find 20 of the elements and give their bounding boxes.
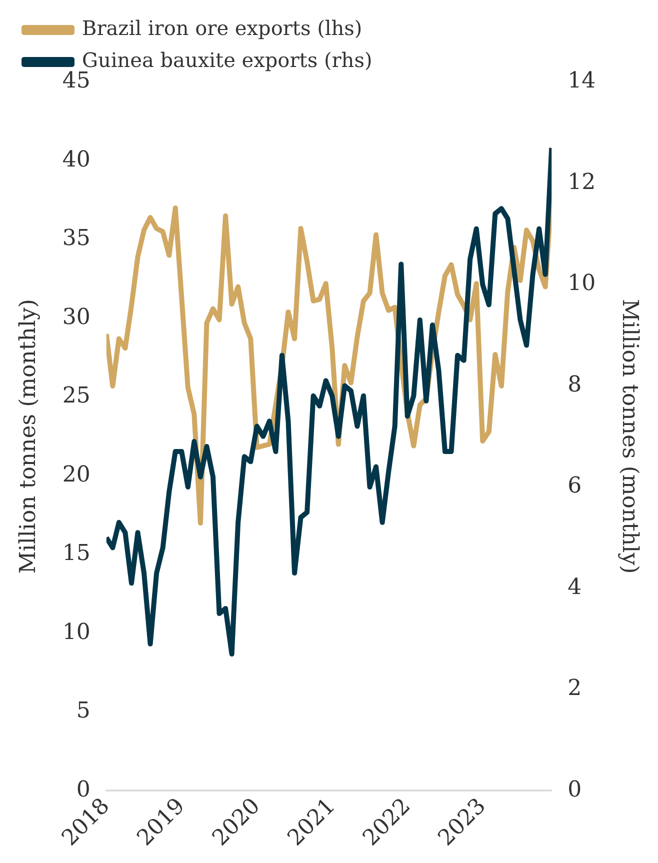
y-tick-label: 15 [62,541,90,566]
y2-tick-label: 4 [568,574,582,600]
y-tick-label: 10 [62,620,90,645]
y-axis-title: Million tonnes (monthly) [16,299,41,574]
y2-tick-label: 14 [568,68,596,94]
y2-tick-label: 12 [568,170,596,195]
y2-tick-label: 2 [568,676,582,702]
y-tick-label: 25 [62,384,90,409]
y2-axis-title: Million tonnes (monthly) [617,299,642,574]
y2-tick-label: 0 [568,777,582,802]
y2-tick-label: 10 [568,271,596,296]
y2-tick-label: 8 [568,372,582,398]
y-tick-label: 5 [76,698,90,724]
y-tick-label: 40 [62,147,90,172]
y-tick-label: 20 [62,462,90,488]
y2-tick-label: 6 [568,474,582,499]
y-tick-label: 0 [76,777,90,802]
legend-label: Brazil iron ore exports (lhs) [82,16,362,40]
y-tick-label: 30 [62,304,90,330]
y-tick-label: 35 [62,226,90,252]
